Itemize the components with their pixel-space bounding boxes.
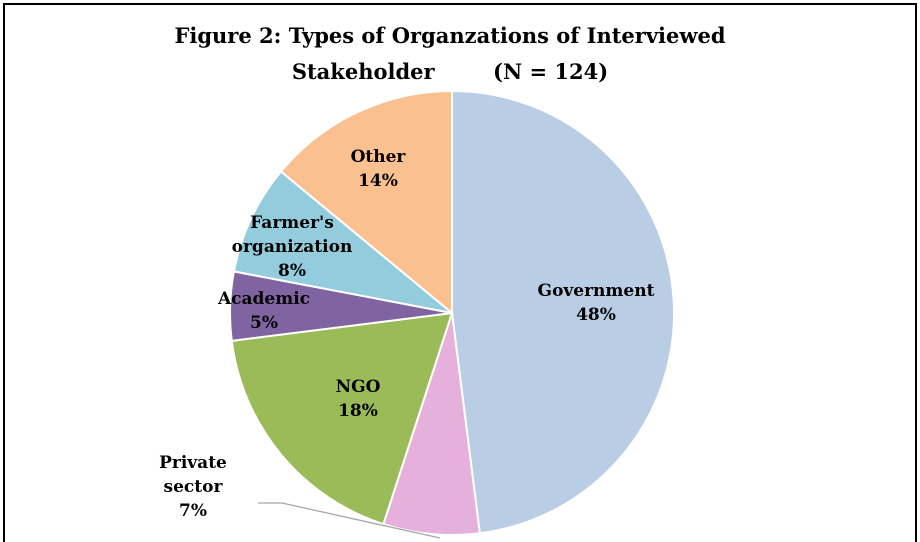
pie-slice [279, 89, 453, 316]
slice-label: NGO [336, 377, 381, 397]
slice-label: Academic [217, 289, 310, 309]
leader-line [258, 502, 441, 539]
pie-slice [230, 311, 454, 526]
chart-title: Figure 2: Types of Organzations of Inter… [174, 23, 725, 48]
chart-title: Stakeholder (N = 124) [292, 59, 608, 84]
pie-slice [232, 170, 453, 314]
value-label: 14% [358, 171, 398, 191]
slice-label: Farmer's organization [232, 213, 353, 257]
slice-label: Other [351, 147, 407, 167]
value-label: 5% [250, 313, 278, 333]
value-label: 18% [338, 401, 378, 421]
value-label: 48% [576, 305, 616, 325]
slice-label: Private sector [159, 453, 227, 497]
pie-slice [451, 89, 675, 535]
slice-label: Government [538, 281, 655, 301]
value-label: 7% [179, 501, 207, 521]
value-label: 8% [278, 261, 306, 281]
